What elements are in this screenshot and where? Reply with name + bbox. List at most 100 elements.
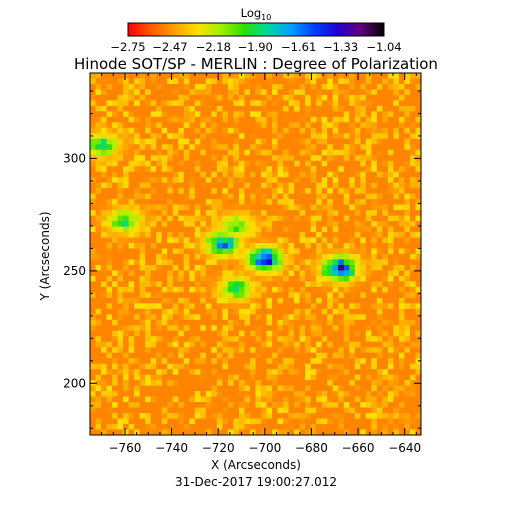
- heatmap-cell: [161, 116, 168, 123]
- heatmap-cell: [354, 94, 361, 101]
- heatmap-cell: [211, 391, 218, 397]
- heatmap-cell: [349, 221, 356, 227]
- heatmap-cell: [288, 314, 295, 321]
- heatmap-cell: [409, 149, 416, 156]
- heatmap-cell: [249, 385, 256, 392]
- heatmap-cell: [349, 188, 356, 195]
- heatmap-cell: [227, 127, 234, 134]
- heatmap-cell: [266, 89, 273, 96]
- heatmap-cell: [387, 149, 394, 156]
- heatmap-cell: [343, 391, 350, 397]
- heatmap-cell: [338, 248, 345, 255]
- heatmap-cell: [90, 73, 96, 79]
- heatmap-cell: [156, 215, 163, 222]
- heatmap-cell: [106, 330, 113, 337]
- heatmap-cell: [205, 303, 212, 310]
- heatmap-cell: [409, 83, 416, 90]
- heatmap-cell: [134, 177, 141, 184]
- heatmap-cell: [321, 199, 328, 206]
- heatmap-cell: [272, 297, 278, 304]
- heatmap-cell: [255, 259, 262, 266]
- heatmap-cell: [95, 358, 102, 365]
- heatmap-cell: [139, 341, 146, 348]
- heatmap-cell: [365, 363, 372, 370]
- heatmap-cell: [112, 396, 118, 403]
- heatmap-cell: [393, 297, 400, 304]
- heatmap-cell: [305, 292, 312, 299]
- heatmap-cell: [382, 292, 389, 299]
- heatmap-cell: [134, 254, 141, 260]
- heatmap-cell: [299, 254, 306, 260]
- heatmap-cell: [360, 182, 367, 189]
- heatmap-cell: [277, 243, 284, 249]
- heatmap-cell: [106, 314, 113, 321]
- heatmap-cell: [101, 413, 107, 419]
- heatmap-cell: [398, 429, 405, 436]
- heatmap-cell: [371, 374, 378, 381]
- heatmap-cell: [360, 232, 367, 238]
- heatmap-cell: [106, 122, 113, 129]
- heatmap-cell: [211, 193, 218, 200]
- heatmap-cell: [216, 319, 223, 326]
- heatmap-cell: [360, 199, 367, 206]
- heatmap-cell: [255, 385, 262, 392]
- heatmap-cell: [409, 78, 416, 85]
- heatmap-cell: [183, 391, 190, 397]
- heatmap-cell: [161, 319, 168, 326]
- heatmap-cell: [316, 111, 323, 118]
- heatmap-cell: [128, 199, 135, 206]
- heatmap-cell: [244, 413, 251, 419]
- heatmap-cell: [172, 341, 179, 348]
- heatmap-cell: [387, 166, 394, 173]
- heatmap-cell: [382, 215, 389, 222]
- heatmap-cell: [393, 116, 400, 123]
- heatmap-cell: [327, 94, 334, 101]
- heatmap-cell: [316, 396, 323, 403]
- heatmap-cell: [216, 166, 223, 173]
- heatmap-cell: [128, 352, 135, 359]
- heatmap-cell: [266, 418, 273, 425]
- heatmap-cell: [305, 314, 312, 321]
- heatmap-cell: [222, 188, 229, 195]
- heatmap-cell: [338, 232, 345, 238]
- heatmap-cell: [316, 204, 323, 211]
- heatmap-cell: [371, 281, 378, 288]
- heatmap-cell: [156, 259, 163, 266]
- heatmap-cell: [283, 429, 289, 436]
- heatmap-cell: [365, 100, 372, 107]
- heatmap-cell: [150, 319, 157, 326]
- heatmap-cell: [387, 407, 394, 414]
- heatmap-cell: [415, 138, 422, 145]
- heatmap-cell: [404, 182, 411, 189]
- heatmap-cell: [106, 385, 113, 392]
- heatmap-cell: [365, 352, 372, 359]
- heatmap-cell: [95, 363, 102, 370]
- heatmap-cell: [227, 369, 234, 376]
- heatmap-cell: [238, 336, 245, 343]
- heatmap-cell: [117, 73, 124, 79]
- heatmap-cell: [172, 204, 179, 211]
- heatmap-cell: [343, 352, 350, 359]
- heatmap-cell: [200, 424, 207, 430]
- heatmap-cell: [409, 259, 416, 266]
- heatmap-cell: [393, 308, 400, 315]
- heatmap-cell: [189, 424, 196, 430]
- heatmap-cell: [222, 308, 229, 315]
- heatmap-cell: [255, 199, 262, 206]
- heatmap-cell: [272, 264, 278, 271]
- heatmap-cell: [123, 352, 130, 359]
- heatmap-cell: [161, 138, 168, 145]
- heatmap-cell: [117, 407, 124, 414]
- heatmap-cell: [161, 83, 168, 90]
- heatmap-cell: [200, 155, 207, 162]
- heatmap-cell: [211, 407, 218, 414]
- heatmap-cell: [134, 221, 141, 227]
- heatmap-cell: [343, 347, 350, 354]
- heatmap-cell: [376, 429, 383, 436]
- heatmap-cell: [244, 94, 251, 101]
- heatmap-cell: [211, 259, 218, 266]
- heatmap-cell: [255, 177, 262, 184]
- heatmap-cell: [255, 166, 262, 173]
- heatmap-cell: [249, 188, 256, 195]
- heatmap-cell: [360, 221, 367, 227]
